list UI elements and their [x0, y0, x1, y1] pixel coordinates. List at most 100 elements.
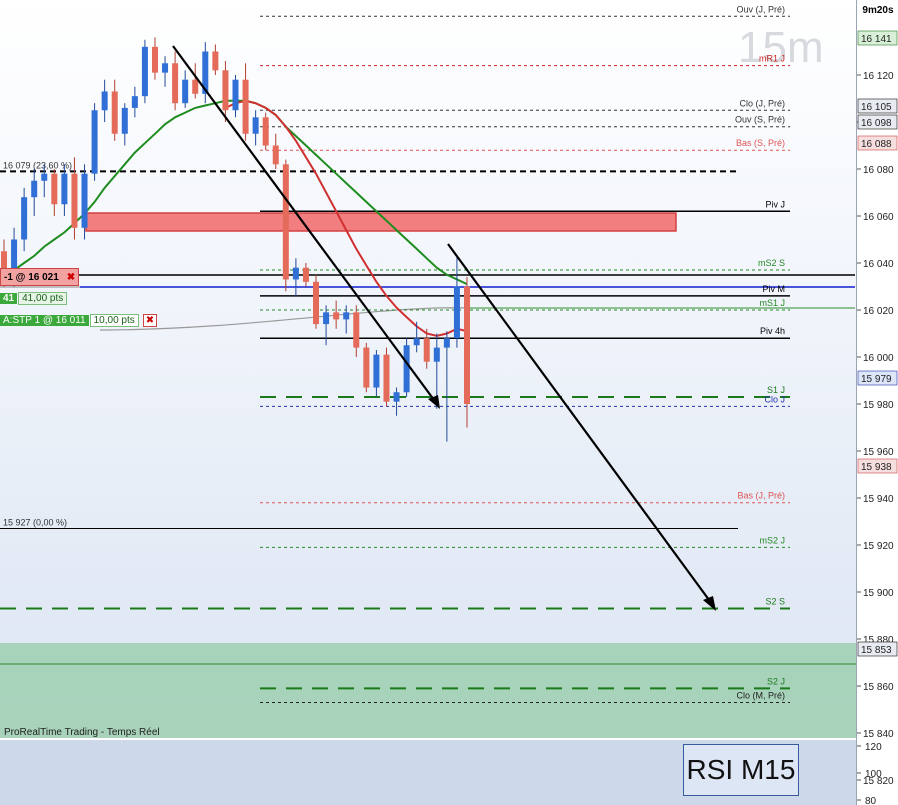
rsi-axis-label: 80 [865, 796, 877, 805]
candle-body[interactable] [131, 96, 138, 108]
candle-body[interactable] [91, 110, 98, 174]
candle-body[interactable] [423, 338, 430, 362]
candle-body[interactable] [11, 239, 18, 275]
level-label: Ouv (J, Pré) [736, 4, 785, 14]
candle-body[interactable] [363, 347, 370, 388]
candle-body[interactable] [202, 51, 209, 94]
axis-tick-label: 15 820 [863, 776, 894, 787]
candle-body[interactable] [61, 173, 68, 205]
price-tag [857, 135, 898, 151]
candle-body[interactable] [41, 173, 48, 181]
level-label: S2 J [767, 676, 785, 686]
candle-body[interactable] [31, 180, 38, 198]
price-tag-label: 16 105 [861, 102, 892, 113]
candle-body[interactable] [151, 46, 158, 73]
level-label: mS2 J [759, 535, 785, 545]
candle-body[interactable] [222, 70, 229, 111]
price-tag [857, 30, 898, 46]
candle-body[interactable] [353, 312, 360, 348]
candle-body[interactable] [282, 164, 289, 280]
level-label: mS2 S [758, 258, 785, 268]
price-chart-panel[interactable]: 15m Ouv (J, Pré) mR1 J Clo (J, Pré) Ouv (S,… [0, 0, 856, 738]
candle-body[interactable] [81, 173, 88, 228]
candle-body[interactable] [212, 51, 219, 71]
axis-tick-label: 16 060 [863, 212, 894, 223]
price-chart-canvas[interactable]: 15m Ouv (J, Pré) mR1 J Clo (J, Pré) Ouv (S,… [0, 0, 856, 738]
axis-tick-label: 15 940 [863, 494, 894, 505]
candle-body[interactable] [192, 79, 199, 94]
candle-body[interactable] [252, 117, 259, 134]
rsi-axis-label: 100 [865, 769, 882, 780]
candle-body[interactable] [101, 91, 108, 111]
short-position-tag[interactable]: -1 @ 16 021 ✖ [0, 268, 80, 286]
candle-body[interactable] [403, 345, 410, 393]
axis-tick-label: 16 020 [863, 306, 894, 317]
stop-order-points: 10,00 pts [89, 313, 139, 327]
candle-body[interactable] [343, 312, 350, 320]
price-tag-label: 15 853 [861, 645, 892, 656]
candle-body[interactable] [232, 79, 239, 111]
axis-tick-label: 16 120 [863, 71, 894, 82]
fib-label: 16 079 (23,60 %) [3, 160, 72, 170]
level-label: Piv 4h [760, 326, 785, 336]
candle-body[interactable] [464, 286, 470, 405]
candle-body[interactable] [242, 79, 249, 134]
level-label: Piv J [765, 199, 785, 209]
stop-order-label: A:STP 1 @ 16 011 [0, 314, 89, 326]
candle-body[interactable] [172, 63, 179, 104]
rsi-label: RSI M15 [683, 744, 799, 796]
candle-body[interactable] [292, 267, 299, 280]
candle-body[interactable] [162, 63, 169, 73]
axis-tick-label: 16 080 [863, 165, 894, 176]
level-label: Clo J [764, 394, 785, 404]
candle-body[interactable] [111, 91, 118, 134]
candle-body[interactable] [433, 347, 440, 362]
candle-body[interactable] [51, 173, 58, 205]
close-position-icon[interactable]: ✖ [66, 271, 76, 283]
stop-order-tag[interactable]: A:STP 1 @ 16 011 10,00 pts ✖ [0, 312, 158, 328]
candle-body[interactable] [333, 312, 340, 320]
candle-body[interactable] [141, 46, 148, 97]
candle-body[interactable] [323, 312, 330, 325]
price-tag [857, 370, 898, 386]
candle-body[interactable] [453, 286, 460, 339]
axis-tick-label: 15 960 [863, 447, 894, 458]
price-tag [857, 458, 898, 474]
rsi-panel[interactable]: RSI M15 [0, 740, 856, 805]
level-label: Clo (J, Pré) [739, 98, 785, 108]
candle-body[interactable] [443, 338, 450, 348]
timeframe-watermark: 15m [738, 23, 824, 72]
level-label: Ouv (S, Pré) [735, 115, 785, 125]
price-tag-label: 15 979 [861, 374, 892, 385]
axis-tick-label: 16 040 [863, 259, 894, 270]
price-tag [857, 98, 898, 114]
candle-body[interactable] [121, 107, 128, 134]
candle-body[interactable] [71, 173, 78, 228]
price-tag-label: 16 088 [861, 139, 892, 150]
level-label: mR1 J [759, 54, 785, 64]
candle-body[interactable] [262, 117, 269, 146]
level-label: Bas (S, Pré) [736, 138, 785, 148]
candle-body[interactable] [182, 79, 189, 104]
level-label: Bas (J, Pré) [737, 491, 785, 501]
candle-countdown: 9m20s [862, 5, 894, 16]
price-tag [857, 641, 898, 657]
cancel-order-icon[interactable]: ✖ [142, 313, 158, 327]
candle-body[interactable] [1, 251, 7, 275]
candle-body[interactable] [413, 338, 420, 346]
trend-arrows[interactable] [172, 45, 716, 611]
short-position-label: -1 @ 16 021 [4, 271, 59, 283]
candle-body[interactable] [302, 267, 309, 282]
price-tag-label: 15 938 [861, 462, 892, 473]
candle-body[interactable] [313, 281, 320, 325]
price-tag-label: 16 141 [861, 34, 892, 45]
level-label: S1 J [767, 385, 785, 395]
price-tag [857, 114, 898, 130]
candle-body[interactable] [393, 392, 400, 402]
candle-body[interactable] [383, 354, 390, 402]
candle-body[interactable] [21, 197, 28, 240]
candle-body[interactable] [272, 145, 279, 165]
candle-body[interactable] [373, 354, 380, 388]
